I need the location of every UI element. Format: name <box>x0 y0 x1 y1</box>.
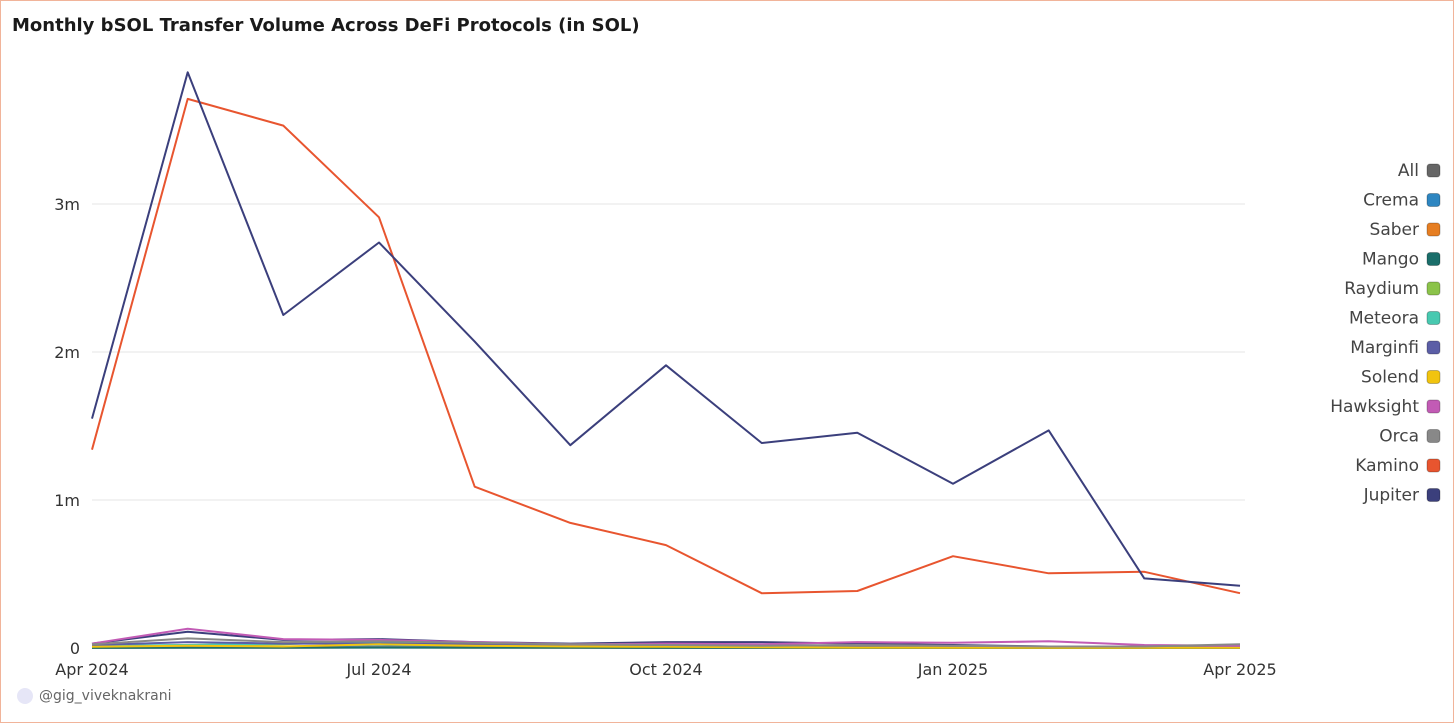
legend-swatch <box>1426 252 1441 266</box>
legend-label: All <box>1398 161 1419 181</box>
x-tick-label: Oct 2024 <box>629 660 702 679</box>
legend-swatch <box>1426 458 1441 473</box>
y-axis: 0 1m 2m 3m <box>54 195 80 658</box>
x-tick-label: Apr 2024 <box>55 660 128 679</box>
legend-label: Raydium <box>1344 279 1419 299</box>
legend-swatch <box>1426 281 1441 296</box>
legend-swatch <box>1426 163 1441 178</box>
legend-label: Jupiter <box>1363 486 1419 506</box>
series-line-orca <box>91 637 1241 648</box>
legend-swatch <box>1426 429 1441 443</box>
legend-label: Kamino <box>1355 456 1419 476</box>
legend-label: Solend <box>1361 368 1419 388</box>
x-tick-label: Apr 2025 <box>1203 660 1276 679</box>
legend-label: Meteora <box>1349 309 1419 329</box>
chart-title: Monthly bSOL Transfer Volume Across DeFi… <box>12 15 640 36</box>
series-line-jupiter <box>91 71 1241 587</box>
legend-swatch <box>1426 222 1441 237</box>
legend-label: Marginfi <box>1350 338 1419 358</box>
legend-swatch <box>1426 399 1441 414</box>
legend-swatch <box>1426 311 1441 325</box>
x-tick-label: Jul 2024 <box>345 660 411 679</box>
legend-label: Orca <box>1379 427 1419 447</box>
legend-label: Hawksight <box>1330 397 1419 417</box>
legend-swatch <box>1426 340 1441 355</box>
y-tick-label: 2m <box>54 343 80 362</box>
x-tick-label: Jan 2025 <box>917 660 988 679</box>
grid-lines <box>92 203 1245 501</box>
watermark-handle: @gig_viveknakrani <box>39 688 172 704</box>
series-line-solend <box>91 643 1240 649</box>
y-tick-label: 3m <box>54 195 80 214</box>
y-tick-label: 0 <box>70 639 80 658</box>
series-line-hawksight <box>91 627 1241 647</box>
legend-swatch <box>1426 488 1441 502</box>
legend-swatch <box>1426 193 1441 207</box>
legend-label: Crema <box>1363 191 1419 211</box>
legend-swatch <box>1426 370 1441 384</box>
legend-label: Mango <box>1362 250 1419 270</box>
legend: All Crema Saber Mango Raydium Meteora Marginfi… <box>1330 161 1441 506</box>
x-axis: Apr 2024 Jul 2024 Oct 2024 Jan 2025 Apr 2025 <box>55 660 1276 679</box>
y-tick-label: 1m <box>54 491 80 510</box>
series-line-kamino <box>91 97 1241 595</box>
legend-label: Saber <box>1370 220 1419 240</box>
series-lines <box>91 71 1241 649</box>
watermark: @gig_viveknakrani <box>17 688 172 704</box>
avatar-icon <box>17 688 33 704</box>
